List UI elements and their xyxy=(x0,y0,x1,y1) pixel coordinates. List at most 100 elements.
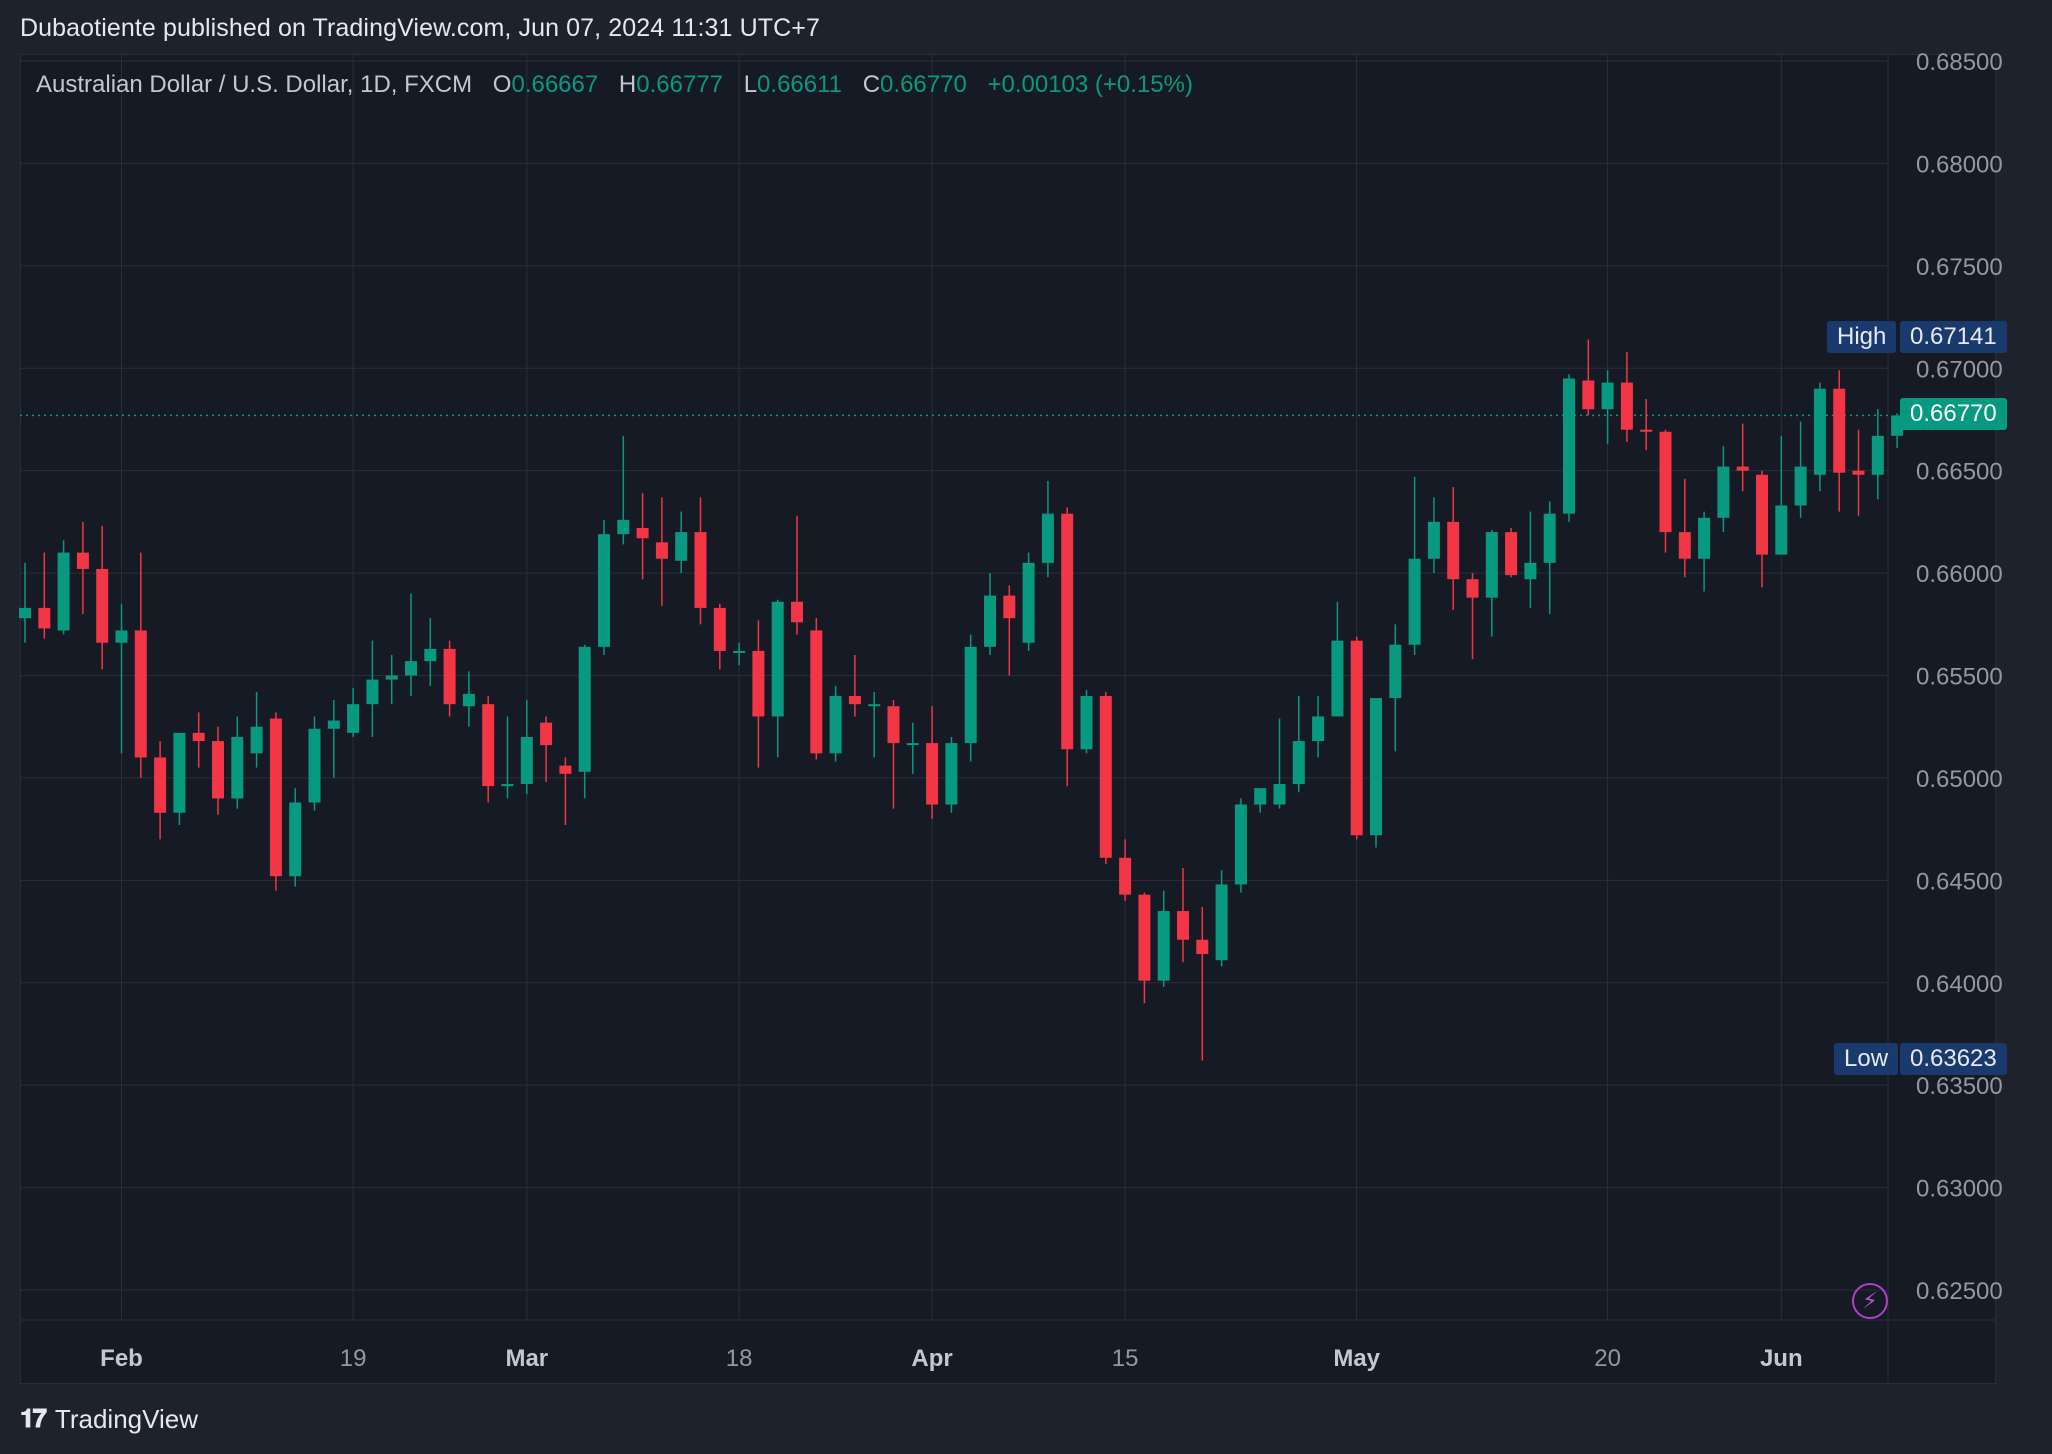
candle[interactable] xyxy=(752,620,765,768)
candle[interactable] xyxy=(675,511,688,574)
candle[interactable] xyxy=(598,519,610,656)
candle[interactable] xyxy=(1698,511,1711,592)
candle[interactable] xyxy=(1871,409,1884,500)
candle[interactable] xyxy=(1466,573,1479,660)
candle[interactable] xyxy=(327,700,340,778)
candle[interactable] xyxy=(1794,421,1807,518)
candle[interactable] xyxy=(1563,374,1575,522)
candle[interactable] xyxy=(173,732,186,826)
candle[interactable] xyxy=(1234,798,1247,893)
candle[interactable] xyxy=(1582,339,1595,416)
candle[interactable] xyxy=(1099,691,1112,864)
candle[interactable] xyxy=(694,497,707,625)
candle[interactable] xyxy=(192,712,205,768)
candle[interactable] xyxy=(984,573,996,656)
candle[interactable] xyxy=(1736,423,1749,492)
candle[interactable] xyxy=(462,671,475,727)
candle[interactable] xyxy=(713,603,726,670)
candle[interactable] xyxy=(1177,868,1189,963)
candle[interactable] xyxy=(791,515,803,635)
candle[interactable] xyxy=(733,642,746,666)
candle[interactable] xyxy=(57,540,70,635)
candle[interactable] xyxy=(212,726,224,815)
candle[interactable] xyxy=(868,691,881,758)
candle[interactable] xyxy=(848,655,861,717)
candle[interactable] xyxy=(501,716,514,799)
candle[interactable] xyxy=(1640,398,1653,451)
candle[interactable] xyxy=(1427,497,1440,574)
candle[interactable] xyxy=(1041,480,1054,578)
candle[interactable] xyxy=(964,634,977,762)
candle[interactable] xyxy=(1447,487,1460,610)
candle[interactable] xyxy=(1292,695,1305,793)
candle[interactable] xyxy=(443,640,456,717)
lightning-icon[interactable]: ⚡ xyxy=(1852,1283,1888,1319)
footer-brand[interactable]: TradingView xyxy=(54,1403,198,1434)
candle[interactable] xyxy=(1678,478,1691,578)
candle[interactable] xyxy=(1331,601,1344,717)
candle[interactable] xyxy=(366,640,379,737)
candle[interactable] xyxy=(385,655,398,705)
candle[interactable] xyxy=(1003,585,1016,676)
candle[interactable] xyxy=(1157,890,1170,987)
candle[interactable] xyxy=(520,700,533,795)
candle[interactable] xyxy=(1080,689,1093,754)
candle[interactable] xyxy=(1756,470,1768,588)
candle[interactable] xyxy=(1813,382,1826,492)
candle[interactable] xyxy=(1273,718,1286,809)
candle[interactable] xyxy=(1408,476,1421,656)
candle[interactable] xyxy=(829,685,842,762)
candle[interactable] xyxy=(1022,552,1035,651)
candle[interactable] xyxy=(308,716,321,811)
candle[interactable] xyxy=(1119,839,1132,901)
candle[interactable] xyxy=(1852,429,1865,516)
candle[interactable] xyxy=(250,691,263,768)
candle[interactable] xyxy=(347,687,360,737)
candle[interactable] xyxy=(405,593,417,696)
candle[interactable] xyxy=(887,700,900,809)
candle[interactable] xyxy=(636,493,649,580)
candle[interactable] xyxy=(1601,370,1614,445)
candle[interactable] xyxy=(906,722,919,774)
candle[interactable] xyxy=(289,788,302,887)
candle[interactable] xyxy=(1833,370,1846,512)
candle[interactable] xyxy=(1312,695,1325,758)
candle[interactable] xyxy=(1659,429,1672,553)
candle[interactable] xyxy=(617,435,630,545)
candle[interactable] xyxy=(945,736,958,813)
candle[interactable] xyxy=(482,695,495,803)
candle[interactable] xyxy=(269,712,282,891)
candle[interactable] xyxy=(231,716,244,809)
candle[interactable] xyxy=(540,716,553,783)
candle[interactable] xyxy=(134,552,147,778)
candle[interactable] xyxy=(76,521,89,615)
candle[interactable] xyxy=(1370,698,1382,848)
candle[interactable] xyxy=(578,644,591,799)
candle[interactable] xyxy=(1215,870,1228,967)
candle[interactable] xyxy=(19,562,31,643)
candle[interactable] xyxy=(1505,528,1518,578)
candle[interactable] xyxy=(1775,435,1788,555)
candle[interactable] xyxy=(115,603,128,754)
candle[interactable] xyxy=(1254,788,1267,813)
candle[interactable] xyxy=(1717,446,1730,533)
candle[interactable] xyxy=(96,525,109,670)
candle[interactable] xyxy=(1138,892,1151,1004)
candle[interactable] xyxy=(1389,624,1402,752)
candle[interactable] xyxy=(424,618,437,686)
candle[interactable] xyxy=(655,497,668,606)
candle[interactable] xyxy=(1485,530,1498,637)
candle[interactable] xyxy=(1350,636,1363,840)
candle[interactable] xyxy=(154,741,167,840)
candle[interactable] xyxy=(38,552,51,639)
candle[interactable] xyxy=(1196,906,1209,1061)
candle[interactable] xyxy=(1543,501,1556,615)
candle[interactable] xyxy=(1524,511,1537,608)
candle[interactable] xyxy=(926,706,939,819)
candle[interactable] xyxy=(1620,351,1633,442)
candle[interactable] xyxy=(810,618,823,760)
tradingview-logo-icon[interactable]: 𝟏𝟕 xyxy=(20,1403,47,1433)
candle[interactable] xyxy=(1061,507,1074,787)
candle[interactable] xyxy=(559,757,572,826)
